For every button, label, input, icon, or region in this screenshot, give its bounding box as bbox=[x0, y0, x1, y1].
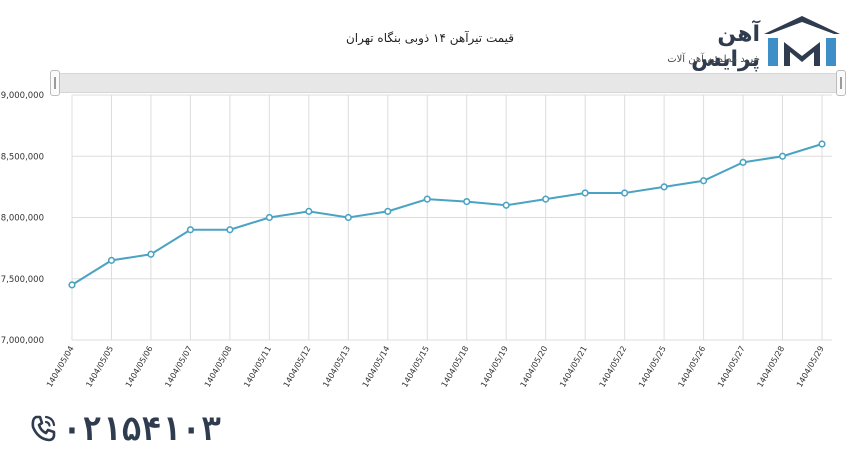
data-point[interactable] bbox=[305, 207, 313, 215]
data-point[interactable] bbox=[107, 256, 116, 264]
brand-logo[interactable]: آهن پرایس خرید مطمئن آهن آلات bbox=[650, 12, 850, 76]
x-tick-label: 1404/05/07 bbox=[163, 345, 194, 389]
price-line bbox=[71, 143, 823, 286]
chart-title: قیمت تیرآهن ۱۴ ذوبی بنگاه تهران bbox=[345, 31, 515, 45]
data-point[interactable] bbox=[265, 213, 273, 222]
data-point[interactable] bbox=[344, 213, 352, 222]
data-point[interactable] bbox=[186, 226, 195, 234]
data-point[interactable] bbox=[581, 189, 589, 197]
x-tick-label: 1404/05/05 bbox=[84, 345, 115, 389]
data-point[interactable] bbox=[818, 140, 826, 148]
x-tick-label: 1404/05/28 bbox=[755, 345, 786, 389]
data-point[interactable] bbox=[463, 197, 471, 206]
x-tick-label: 1404/05/27 bbox=[716, 345, 747, 389]
y-tick-label: 9,000,000 bbox=[1, 91, 44, 101]
data-point[interactable] bbox=[739, 158, 747, 166]
x-tick-label: 1404/05/19 bbox=[479, 345, 510, 389]
phone-number: ۰۲۱۵۴۱۰۳ bbox=[62, 408, 221, 448]
y-tick-label: 8,500,000 bbox=[1, 152, 44, 162]
line-chart: 7,000,000 7,500,000 8,000,000 8,500,000 9,00… bbox=[1, 91, 832, 389]
data-point[interactable] bbox=[621, 189, 629, 197]
x-tick-label: 1404/05/14 bbox=[361, 345, 392, 389]
data-point[interactable] bbox=[226, 226, 234, 234]
x-tick-label: 1404/05/26 bbox=[676, 345, 707, 389]
x-tick-label: 1404/05/04 bbox=[45, 345, 76, 389]
x-tick-label: 1404/05/13 bbox=[321, 345, 352, 389]
x-tick-label: 1404/05/12 bbox=[282, 345, 313, 389]
x-tick-label: 1404/05/15 bbox=[400, 345, 431, 389]
y-tick-label: 8,000,000 bbox=[1, 214, 44, 224]
navigator-right-handle[interactable] bbox=[836, 70, 846, 96]
x-tick-label: 1404/05/29 bbox=[795, 345, 826, 389]
x-tick-label: 1404/05/06 bbox=[124, 345, 155, 389]
y-tick-label: 7,500,000 bbox=[1, 275, 44, 285]
data-point[interactable] bbox=[778, 152, 787, 160]
data-point[interactable] bbox=[699, 177, 708, 185]
phone-icon bbox=[31, 415, 56, 442]
data-point[interactable] bbox=[384, 207, 392, 215]
x-tick-label: 1404/05/20 bbox=[519, 345, 550, 389]
x-tick-label: 1404/05/25 bbox=[637, 345, 668, 389]
x-tick-label: 1404/05/11 bbox=[242, 345, 273, 389]
data-point[interactable] bbox=[502, 201, 510, 209]
x-tick-label: 1404/05/08 bbox=[203, 345, 234, 389]
y-tick-label: 7,000,000 bbox=[1, 336, 44, 346]
contact-phone[interactable]: ۰۲۱۵۴۱۰۳ bbox=[28, 408, 221, 448]
building-roof-icon bbox=[764, 16, 840, 66]
brand-tagline: خرید مطمئن آهن آلات bbox=[667, 54, 760, 65]
data-point[interactable] bbox=[660, 183, 668, 191]
brand-name: آهن پرایس bbox=[691, 22, 760, 72]
data-point[interactable] bbox=[423, 195, 431, 203]
data-point[interactable] bbox=[147, 250, 155, 258]
x-tick-label: 1404/05/22 bbox=[598, 345, 629, 389]
data-point[interactable] bbox=[542, 195, 550, 203]
data-point[interactable] bbox=[68, 281, 76, 289]
navigator-left-handle[interactable] bbox=[50, 70, 60, 96]
x-tick-label: 1404/05/21 bbox=[558, 345, 589, 389]
x-tick-label: 1404/05/18 bbox=[440, 344, 471, 388]
